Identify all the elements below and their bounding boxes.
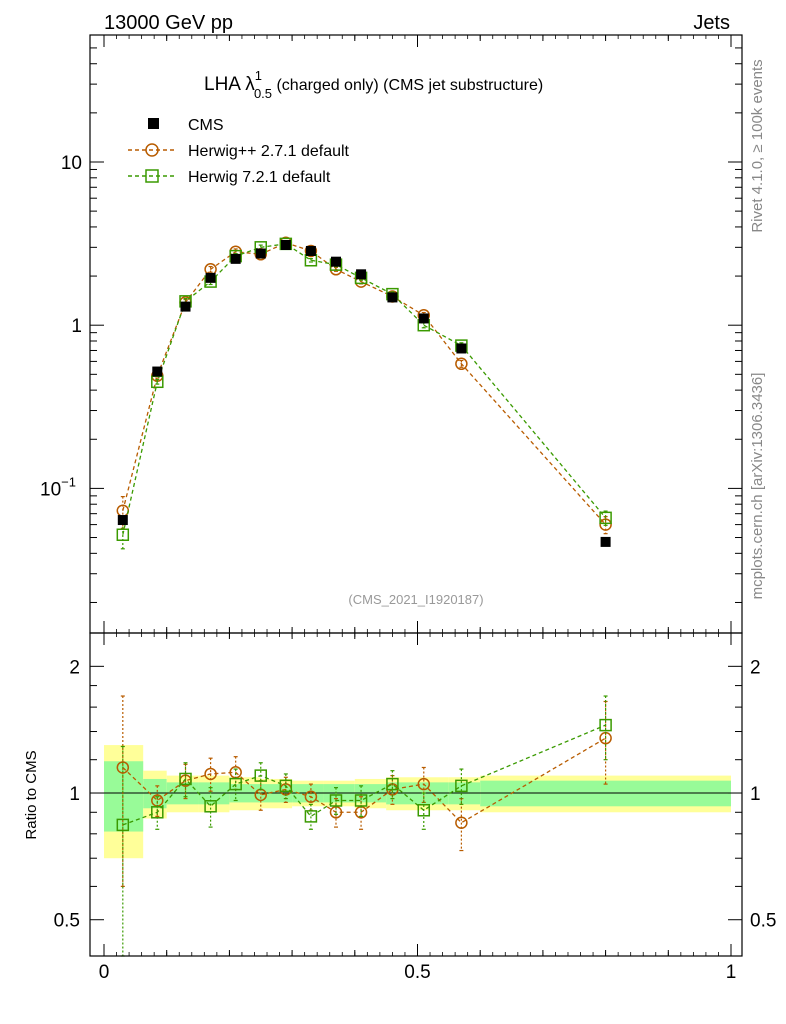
h7-ratio-point	[329, 794, 343, 807]
ratio-uncertainty-bands	[90, 745, 742, 859]
hpp-ratio-point	[204, 767, 217, 781]
h7-ratio-point	[204, 800, 217, 813]
axis-ticks: 0 0.5 1 10 1 10−1 2 2 1 1 0.5 0.5	[40, 34, 776, 983]
plot-title: LHA λ1 0.5 (charged only) (CMS jet substr…	[204, 68, 543, 101]
h7-point	[116, 528, 130, 541]
x-tick-label: 1	[726, 962, 737, 983]
title-subscript: 0.5	[254, 86, 272, 101]
h7-ratio-point	[417, 804, 431, 817]
series-layer	[116, 236, 612, 957]
cms-point	[205, 272, 216, 283]
band-inner	[143, 778, 167, 809]
ratio-y-tick-label-right: 2	[750, 657, 761, 678]
side-label-mcplots: mcplots.cern.ch [arXiv:1306.3436]	[749, 373, 766, 600]
cms-point	[330, 256, 341, 267]
legend-h7-marker	[145, 169, 159, 183]
cms-point	[117, 515, 128, 526]
header-left: 13000 GeV pp	[104, 12, 233, 34]
ratio-y-tick-label-left: 1	[69, 784, 80, 805]
y-tick-label: 1	[71, 316, 82, 337]
hpp-ratio-point	[329, 806, 343, 819]
title-superscript: 1	[255, 68, 262, 83]
h7-ratio-line	[122, 724, 606, 826]
hpp-point	[455, 357, 468, 371]
h7-ratio-point	[304, 810, 318, 823]
cms-point	[280, 240, 291, 251]
legend-h7-label: Herwig 7.2.1 default	[188, 169, 331, 186]
cms-point	[418, 313, 429, 324]
title-suffix: (charged only) (CMS jet substructure)	[272, 77, 543, 94]
cms-point	[356, 269, 367, 280]
h7-ratio-point	[254, 769, 267, 782]
legend-hpp-marker	[145, 143, 159, 157]
hpp-ratio-point	[116, 761, 130, 774]
y-tick-label: 10−1	[40, 474, 76, 500]
y-tick-label: 10	[61, 153, 82, 174]
h7-ratio-point	[354, 794, 368, 807]
hpp-ratio-point	[455, 816, 468, 829]
cms-point	[387, 292, 398, 303]
h7-ratio-point	[279, 779, 293, 793]
h7-ratio-point	[229, 777, 242, 791]
band-inner	[104, 761, 144, 832]
ratio-y-tick-label-left: 2	[69, 657, 80, 678]
legend: CMS Herwig++ 2.7.1 default Herwig 7.2.1 …	[128, 117, 350, 186]
h7-ratio-point	[455, 779, 468, 793]
ratio-y-tick-label-right: 0.5	[750, 911, 776, 932]
hpp-line	[122, 242, 607, 526]
title-lambda: λ	[245, 74, 255, 95]
h7-line	[122, 243, 607, 535]
cms-point	[255, 248, 266, 259]
h7-ratio-point	[151, 806, 164, 819]
h7-point	[599, 511, 612, 525]
ratio-y-axis-label: Ratio to CMS	[23, 750, 40, 839]
side-label-rivet: Rivet 4.1.0, ≥ 100k events	[749, 59, 766, 232]
cms-point	[152, 366, 163, 377]
cms-point	[180, 301, 191, 312]
h7-ratio-point	[179, 772, 192, 786]
cms-point	[600, 536, 611, 547]
cms-point	[456, 343, 467, 354]
x-tick-label: 0	[99, 962, 110, 983]
title-prefix: LHA	[204, 74, 245, 95]
legend-hpp-label: Herwig++ 2.7.1 default	[188, 143, 350, 160]
h7-ratio-point	[386, 777, 399, 791]
ratio-frame	[89, 632, 743, 957]
h7-ratio-point	[116, 818, 130, 832]
hpp-ratio-point	[417, 777, 431, 791]
ratio-y-tick-label-left: 0.5	[54, 911, 80, 932]
h7-ratio-point	[599, 718, 612, 732]
plot-frames	[89, 34, 743, 957]
cms-point	[305, 245, 316, 256]
cms-point	[230, 253, 241, 264]
hpp-ratio-point	[304, 790, 318, 803]
header-right: Jets	[693, 12, 730, 34]
hpp-point	[304, 244, 318, 258]
legend-cms-label: CMS	[188, 117, 224, 134]
x-tick-label: 0.5	[404, 962, 430, 983]
legend-cms-marker	[148, 118, 159, 129]
analysis-label: (CMS_2021_I1920187)	[348, 592, 483, 607]
ratio-y-tick-label-right: 1	[750, 784, 761, 805]
